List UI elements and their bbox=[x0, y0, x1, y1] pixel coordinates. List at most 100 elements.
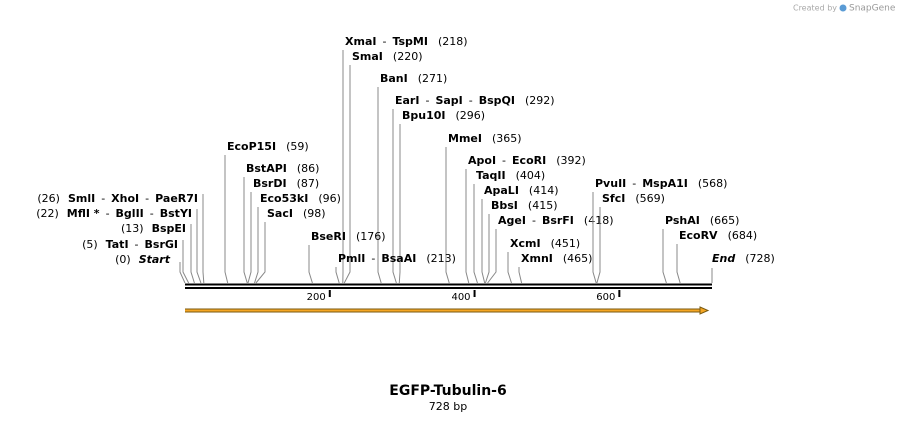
site-position: (296) bbox=[456, 109, 486, 122]
site-position: (98) bbox=[303, 207, 326, 220]
cut-site-leader bbox=[518, 267, 523, 284]
site-label: Eco53kI (96) bbox=[260, 192, 341, 205]
cut-site-leader bbox=[243, 177, 248, 284]
site-position: (86) bbox=[297, 162, 320, 175]
enzyme-name: BglII bbox=[116, 207, 144, 220]
site-label: ApoI - EcoRI (392) bbox=[468, 154, 586, 167]
watermark-prefix: Created by bbox=[793, 4, 837, 13]
cut-site-leader bbox=[377, 87, 382, 284]
site-position: (414) bbox=[529, 184, 559, 197]
site-label: EcoP15I (59) bbox=[227, 140, 309, 153]
cut-site-leader bbox=[507, 252, 512, 284]
enzyme-name: BbsI bbox=[491, 199, 518, 212]
enzyme-name: BstYI bbox=[160, 207, 192, 220]
enzyme-name: BsaAI bbox=[381, 252, 416, 265]
site-label: SmaI (220) bbox=[352, 50, 423, 63]
site-label: BseRI (176) bbox=[311, 230, 386, 243]
enzyme-name: PshAI bbox=[665, 214, 700, 227]
site-position: (684) bbox=[728, 229, 758, 242]
cut-site-leader bbox=[247, 192, 252, 284]
site-label: MmeI (365) bbox=[448, 132, 522, 145]
site-label: PmlI - BsaAI (213) bbox=[338, 252, 456, 265]
site-position: (271) bbox=[418, 72, 448, 85]
enzyme-name: EcoRV bbox=[679, 229, 718, 242]
site-label: AgeI - BsrFI (418) bbox=[498, 214, 614, 227]
name-separator: - bbox=[145, 192, 149, 205]
enzyme-name: MflI * bbox=[67, 207, 100, 220]
enzyme-name: TatI bbox=[106, 238, 129, 251]
enzyme-name: BspQI bbox=[479, 94, 515, 107]
site-label: (22) MflI * - BglII - BstYI bbox=[36, 207, 192, 220]
site-position: (0) bbox=[115, 253, 131, 266]
ruler-label: 600 bbox=[596, 292, 615, 303]
site-position: (96) bbox=[318, 192, 341, 205]
enzyme-name: BsrGI bbox=[145, 238, 178, 251]
enzyme-name: MspA1I bbox=[642, 177, 688, 190]
site-label: Bpu10I (296) bbox=[402, 109, 485, 122]
name-separator: - bbox=[101, 192, 105, 205]
cut-site-leader bbox=[487, 229, 497, 284]
site-position: (728) bbox=[745, 252, 775, 265]
site-position: (13) bbox=[121, 222, 144, 235]
site-label: BbsI (415) bbox=[491, 199, 558, 212]
cut-site-leader bbox=[445, 147, 450, 284]
site-position: (176) bbox=[356, 230, 386, 243]
site-position: (292) bbox=[525, 94, 555, 107]
cut-site-leader bbox=[308, 245, 313, 284]
site-position: (218) bbox=[438, 35, 468, 48]
site-label: PshAI (665) bbox=[665, 214, 739, 227]
site-position: (569) bbox=[635, 192, 665, 205]
site-position: (22) bbox=[36, 207, 59, 220]
enzyme-name: MmeI bbox=[448, 132, 482, 145]
map-title: EGFP-Tubulin-6 bbox=[389, 383, 506, 399]
enzyme-name: AgeI bbox=[498, 214, 526, 227]
ruler-label: 200 bbox=[307, 292, 326, 303]
enzyme-name: Eco53kI bbox=[260, 192, 308, 205]
map-subtitle: 728 bp bbox=[429, 400, 467, 413]
enzyme-name: XmaI bbox=[345, 35, 376, 48]
ruler-label: 400 bbox=[451, 292, 470, 303]
enzyme-name: TspMI bbox=[392, 35, 428, 48]
enzyme-name: BseRI bbox=[311, 230, 346, 243]
enzyme-name: EarI bbox=[395, 94, 419, 107]
enzyme-name: TaqII bbox=[476, 169, 506, 182]
site-position: (665) bbox=[710, 214, 740, 227]
enzyme-name: PaeR7I bbox=[155, 192, 198, 205]
cut-site-leader bbox=[392, 109, 397, 284]
site-position: (213) bbox=[426, 252, 456, 265]
site-position: (59) bbox=[286, 140, 309, 153]
site-label: SfcI (569) bbox=[602, 192, 665, 205]
site-label: BstAPI (86) bbox=[246, 162, 319, 175]
name-separator: - bbox=[382, 35, 386, 48]
enzyme-name: End bbox=[712, 252, 735, 265]
name-separator: - bbox=[532, 214, 536, 227]
enzyme-name: SfcI bbox=[602, 192, 625, 205]
site-label: (5) TatI - BsrGI bbox=[82, 238, 178, 251]
enzyme-name: BsrDI bbox=[253, 177, 287, 190]
enzyme-name: EcoRI bbox=[512, 154, 546, 167]
enzyme-name: BsrFI bbox=[542, 214, 574, 227]
site-position: (5) bbox=[82, 238, 98, 251]
cut-site-leader bbox=[481, 199, 486, 284]
cut-site-leader bbox=[202, 194, 205, 284]
cut-site-leader bbox=[254, 207, 259, 284]
enzyme-name: SapI bbox=[435, 94, 462, 107]
cut-site-leader bbox=[182, 240, 190, 284]
site-label: PvuII - MspA1I (568) bbox=[595, 177, 727, 190]
watermark-logo bbox=[839, 4, 847, 12]
site-position: (220) bbox=[393, 50, 423, 63]
cut-site-leader bbox=[592, 192, 597, 284]
site-label: XmnI (465) bbox=[521, 252, 592, 265]
cut-site-leader bbox=[398, 124, 401, 284]
site-position: (415) bbox=[528, 199, 558, 212]
site-label: End (728) bbox=[712, 252, 775, 265]
enzyme-name: Start bbox=[139, 253, 171, 266]
cut-site-leader bbox=[662, 229, 667, 284]
cut-site-leader bbox=[676, 244, 681, 284]
feature-arrow-head bbox=[699, 306, 710, 315]
site-position: (465) bbox=[563, 252, 593, 265]
cut-site-leader bbox=[335, 267, 340, 284]
enzyme-name: ApaLI bbox=[484, 184, 519, 197]
site-position: (365) bbox=[492, 132, 522, 145]
site-label: BanI (271) bbox=[380, 72, 447, 85]
